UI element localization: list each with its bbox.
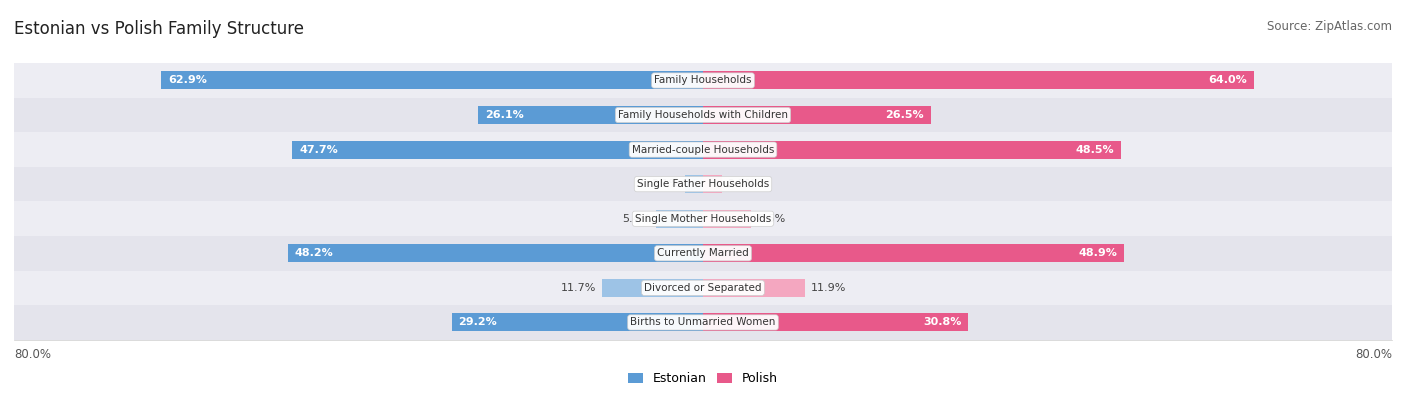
Text: Divorced or Separated: Divorced or Separated	[644, 283, 762, 293]
Text: 30.8%: 30.8%	[922, 318, 962, 327]
Text: 48.9%: 48.9%	[1078, 248, 1118, 258]
Text: Family Households: Family Households	[654, 75, 752, 85]
Text: Estonian vs Polish Family Structure: Estonian vs Polish Family Structure	[14, 20, 304, 38]
Text: 48.2%: 48.2%	[295, 248, 333, 258]
Text: 26.5%: 26.5%	[886, 110, 924, 120]
Legend: Estonian, Polish: Estonian, Polish	[624, 368, 782, 389]
Text: 64.0%: 64.0%	[1208, 75, 1247, 85]
Text: 48.5%: 48.5%	[1076, 145, 1114, 154]
Text: 2.1%: 2.1%	[651, 179, 679, 189]
Text: 5.4%: 5.4%	[623, 214, 651, 224]
Text: Births to Unmarried Women: Births to Unmarried Women	[630, 318, 776, 327]
Text: 80.0%: 80.0%	[1355, 348, 1392, 361]
Text: 80.0%: 80.0%	[14, 348, 51, 361]
Text: Single Mother Households: Single Mother Households	[636, 214, 770, 224]
Text: 26.1%: 26.1%	[485, 110, 524, 120]
Text: Married-couple Households: Married-couple Households	[631, 145, 775, 154]
Text: 47.7%: 47.7%	[299, 145, 337, 154]
Text: 11.9%: 11.9%	[811, 283, 846, 293]
Text: 62.9%: 62.9%	[169, 75, 207, 85]
Text: 29.2%: 29.2%	[458, 318, 498, 327]
Text: 11.7%: 11.7%	[561, 283, 596, 293]
Text: 5.6%: 5.6%	[756, 214, 785, 224]
Text: 2.2%: 2.2%	[727, 179, 756, 189]
Text: Source: ZipAtlas.com: Source: ZipAtlas.com	[1267, 20, 1392, 33]
Text: Family Households with Children: Family Households with Children	[619, 110, 787, 120]
Text: Currently Married: Currently Married	[657, 248, 749, 258]
Text: Single Father Households: Single Father Households	[637, 179, 769, 189]
